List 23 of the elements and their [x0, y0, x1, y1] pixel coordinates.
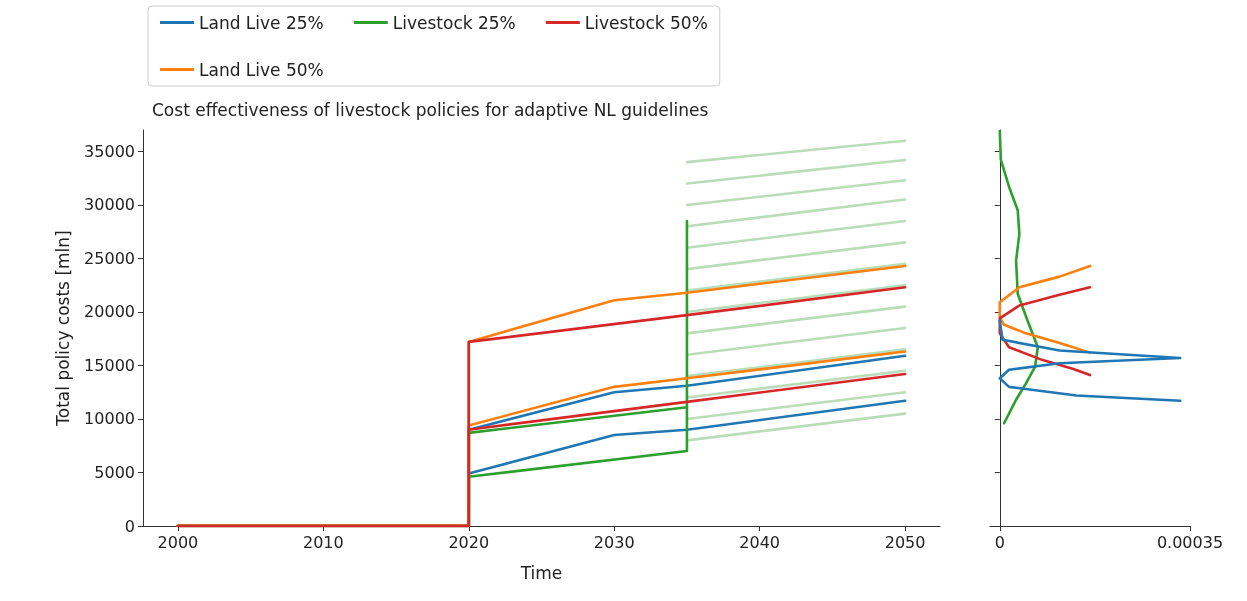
legend-label: Land Live 50%: [199, 59, 324, 80]
x-tick-label: 2010: [302, 532, 344, 552]
y-tick-label: 0: [124, 516, 135, 536]
x-axis-title: Time: [519, 562, 563, 583]
legend-label: Livestock 25%: [392, 12, 516, 33]
y-tick-label: 10000: [84, 409, 135, 429]
x-tick-label: 2030: [593, 532, 635, 552]
x-tick-label: 2050: [884, 532, 926, 552]
y-tick-label: 20000: [84, 302, 135, 322]
x-tick-label: 2020: [448, 532, 490, 552]
y-tick-label: 15000: [84, 355, 135, 375]
x-tick-label: 2000: [157, 532, 199, 552]
y-axis-title: Total policy costs [mln]: [52, 230, 73, 427]
y-tick-label: 5000: [94, 462, 135, 482]
legend-label: Land Live 25%: [199, 12, 324, 33]
x-tick-label: 0.00035: [1156, 532, 1224, 552]
x-tick-label: 2040: [739, 532, 781, 552]
y-tick-label: 30000: [84, 195, 135, 215]
chart-title: Cost effectiveness of livestock policies for adaptive NL guidelines: [152, 99, 709, 120]
legend-label: Livestock 50%: [584, 12, 708, 33]
y-tick-label: 25000: [84, 248, 135, 268]
x-tick-label: 0: [994, 532, 1005, 552]
y-tick-label: 35000: [84, 141, 135, 161]
